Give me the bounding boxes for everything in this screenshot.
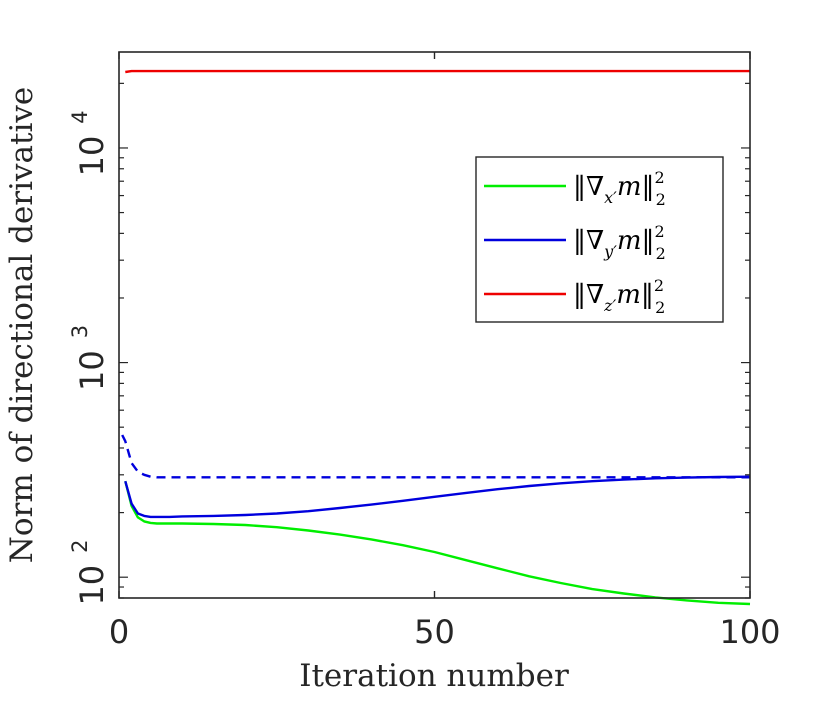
series-layer [121, 69, 751, 606]
series-line-z-prime [125, 69, 750, 74]
y-tick-base: 10 [73, 136, 111, 177]
x-axis-label: Iteration number [299, 658, 569, 694]
legend-text-part: z′ [603, 296, 616, 315]
legend-text-part: m [617, 172, 642, 202]
y-axis-label: Norm of directional derivative [4, 87, 40, 564]
y-tick-base: 10 [73, 350, 111, 391]
series-line-x-prime [124, 480, 751, 606]
legend-text-part: y′ [603, 242, 617, 261]
legend-text-part: ‖∇ [573, 226, 604, 256]
legend-text-part: ‖∇ [573, 172, 604, 202]
legend-text-part: 2 [654, 168, 664, 187]
legend-text-part: ‖ [641, 172, 654, 202]
x-tick-label: 50 [414, 613, 455, 651]
legend-entry-z-prime: ‖∇z′m‖2 2 [573, 276, 665, 317]
legend-text-part: 2 [656, 244, 666, 263]
y-tick-exponent: 3 [68, 325, 92, 338]
legend-text-part: 2 [656, 190, 666, 209]
legend-text-part: m‖ [616, 280, 654, 310]
legend-text-part: ‖ [641, 280, 654, 310]
tick-label-layer: 0 50 100 10 2 10 3 10 4 [68, 110, 781, 651]
y-tick-base: 10 [73, 565, 111, 606]
legend-entry-x-prime: ‖∇x′m‖2 2 [573, 168, 666, 209]
legend-text-part: 2 [654, 276, 664, 295]
legend-text-part: x′ [604, 188, 617, 207]
series-line-y-prime-reference [121, 434, 750, 479]
legend-text-part: m‖ [617, 172, 655, 202]
legend-text-part: m [617, 226, 642, 256]
y-tick-exponent: 4 [68, 110, 92, 123]
plot-area [119, 52, 750, 598]
y-tick-label: 10 4 [68, 110, 111, 176]
legend-text-part: ‖ [641, 226, 654, 256]
y-tick-exponent: 2 [68, 540, 92, 553]
legend-entry-y-prime: ‖∇y′m‖2 2 [573, 222, 666, 263]
legend-text-part: 2 [655, 298, 665, 317]
legend: ‖∇x′m‖2 2‖∇y′m‖2 2‖∇z′m‖2 2 [475, 156, 724, 323]
y-tick-label: 10 2 [68, 540, 111, 606]
legend-text-part: m‖ [617, 226, 655, 256]
tick-layer [118, 52, 751, 599]
legend-text-part: ‖∇ [573, 280, 604, 310]
y-tick-label: 10 3 [68, 325, 111, 391]
x-tick-label: 100 [719, 613, 780, 651]
legend-text-part: 2 [654, 222, 664, 241]
x-tick-label: 0 [109, 613, 129, 651]
series-line-y-prime [124, 475, 751, 519]
legend-text-part: m [616, 280, 641, 310]
